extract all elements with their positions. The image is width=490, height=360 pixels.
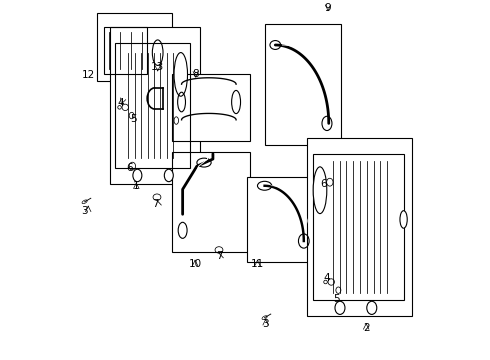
Ellipse shape [262,316,267,320]
Ellipse shape [82,200,87,204]
Ellipse shape [367,301,377,314]
Text: 6: 6 [126,163,132,173]
Text: 6: 6 [320,179,327,189]
Text: 11: 11 [251,259,264,269]
Ellipse shape [335,301,345,314]
Text: 5: 5 [334,294,340,304]
Text: 4: 4 [323,274,330,283]
Text: 12: 12 [81,69,95,80]
Text: 10: 10 [189,259,202,269]
Ellipse shape [174,53,188,96]
Text: 4: 4 [117,98,123,108]
Text: 1: 1 [133,181,140,192]
Text: 13: 13 [151,62,164,72]
Bar [307,138,413,316]
Text: 7: 7 [152,199,158,209]
Text: 2: 2 [363,323,369,333]
Text: 3: 3 [262,319,269,329]
Bar [313,154,404,300]
Text: 3: 3 [81,206,88,216]
Bar [172,152,250,252]
Ellipse shape [133,169,142,182]
Bar [97,13,172,81]
Bar [265,24,341,145]
Bar [110,27,200,184]
Bar [115,43,190,168]
Text: 5: 5 [130,114,137,124]
Bar [247,177,321,262]
Ellipse shape [313,167,327,213]
Bar [172,73,250,141]
Text: 9: 9 [325,3,331,13]
Ellipse shape [164,169,173,182]
Bar [104,27,147,73]
Text: 7: 7 [216,251,222,261]
Ellipse shape [400,211,407,228]
Text: 8: 8 [193,68,199,78]
